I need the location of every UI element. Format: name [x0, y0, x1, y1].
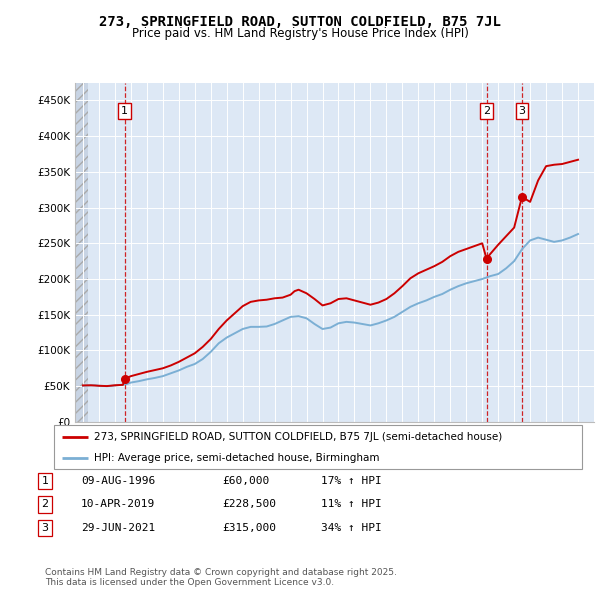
FancyBboxPatch shape — [54, 425, 582, 469]
Text: 34% ↑ HPI: 34% ↑ HPI — [321, 523, 382, 533]
Text: 273, SPRINGFIELD ROAD, SUTTON COLDFIELD, B75 7JL (semi-detached house): 273, SPRINGFIELD ROAD, SUTTON COLDFIELD,… — [94, 432, 502, 442]
Text: 29-JUN-2021: 29-JUN-2021 — [81, 523, 155, 533]
Text: 2: 2 — [41, 500, 49, 509]
Text: 09-AUG-1996: 09-AUG-1996 — [81, 476, 155, 486]
Text: 1: 1 — [121, 106, 128, 116]
Text: 3: 3 — [41, 523, 49, 533]
Text: 3: 3 — [518, 106, 526, 116]
Text: 2: 2 — [483, 106, 490, 116]
Text: 17% ↑ HPI: 17% ↑ HPI — [321, 476, 382, 486]
Text: £228,500: £228,500 — [222, 500, 276, 509]
Text: Contains HM Land Registry data © Crown copyright and database right 2025.
This d: Contains HM Land Registry data © Crown c… — [45, 568, 397, 587]
Text: 1: 1 — [41, 476, 49, 486]
Text: 273, SPRINGFIELD ROAD, SUTTON COLDFIELD, B75 7JL: 273, SPRINGFIELD ROAD, SUTTON COLDFIELD,… — [99, 15, 501, 29]
Text: HPI: Average price, semi-detached house, Birmingham: HPI: Average price, semi-detached house,… — [94, 453, 379, 463]
Text: £60,000: £60,000 — [222, 476, 269, 486]
Text: Price paid vs. HM Land Registry's House Price Index (HPI): Price paid vs. HM Land Registry's House … — [131, 27, 469, 40]
Text: 11% ↑ HPI: 11% ↑ HPI — [321, 500, 382, 509]
Text: £315,000: £315,000 — [222, 523, 276, 533]
Text: 10-APR-2019: 10-APR-2019 — [81, 500, 155, 509]
